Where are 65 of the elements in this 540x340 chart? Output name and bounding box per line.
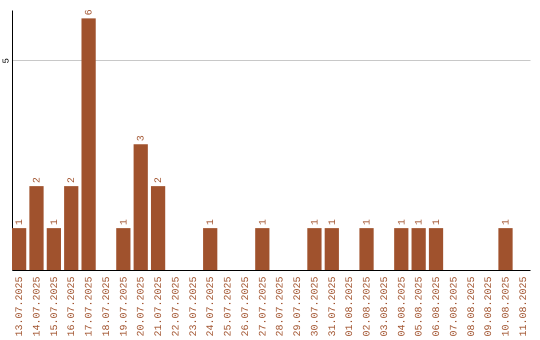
- bar: [12, 228, 26, 270]
- x-tick-label: 08.08.2025: [466, 276, 478, 337]
- data-label: 2: [67, 177, 78, 184]
- bar: [116, 228, 130, 270]
- x-tick-label: 28.07.2025: [276, 276, 287, 337]
- x-tick-label: 15.07.2025: [50, 276, 61, 337]
- data-label: 2: [154, 177, 166, 184]
- bar: [81, 18, 96, 270]
- bar: [255, 228, 270, 270]
- bar: [412, 228, 426, 270]
- x-tick-label: 26.07.2025: [240, 276, 252, 337]
- x-tick-label: 17.07.2025: [84, 276, 96, 337]
- x-tick-label: 16.07.2025: [67, 276, 78, 337]
- x-tick-label: 02.08.2025: [362, 276, 374, 337]
- data-label: 1: [15, 219, 26, 226]
- data-label: 1: [432, 219, 444, 226]
- x-tick-label: 21.07.2025: [154, 276, 166, 337]
- x-tick-label: 20.07.2025: [136, 276, 148, 337]
- x-tick-label: 11.08.2025: [518, 276, 530, 337]
- bar: [134, 144, 148, 270]
- x-tick-label: 01.08.2025: [345, 276, 356, 337]
- x-tick-label: 05.08.2025: [414, 276, 426, 337]
- bar: [394, 228, 408, 270]
- y-tick-label: 5: [2, 58, 12, 64]
- x-tick-label: 04.08.2025: [397, 276, 408, 337]
- bar: [359, 228, 374, 270]
- bar: [324, 228, 339, 270]
- data-label: 1: [328, 219, 339, 226]
- x-tick-label: 09.08.2025: [484, 276, 496, 337]
- x-tick-label: 14.07.2025: [32, 276, 44, 337]
- x-tick-label: 30.07.2025: [310, 276, 322, 337]
- x-tick-label: 07.08.2025: [449, 276, 460, 337]
- x-tick-label: 31.07.2025: [328, 276, 339, 337]
- data-label: 1: [310, 219, 322, 226]
- data-label: 2: [32, 177, 44, 184]
- x-tick-label: 25.07.2025: [224, 276, 235, 337]
- x-tick-label: 29.07.2025: [293, 276, 304, 337]
- bar: [428, 228, 444, 270]
- bar: [46, 228, 61, 270]
- x-tick-label: 10.08.2025: [502, 276, 513, 337]
- data-label: 1: [50, 219, 61, 226]
- x-tick-label: 06.08.2025: [432, 276, 444, 337]
- x-tick-label: 23.07.2025: [188, 276, 200, 337]
- bar: [498, 228, 513, 270]
- bar: [64, 186, 78, 270]
- data-label: 1: [258, 219, 270, 226]
- x-tick-label: 27.07.2025: [258, 276, 270, 337]
- data-label: 3: [136, 135, 148, 142]
- data-label: 1: [119, 219, 130, 226]
- data-label: 1: [397, 219, 408, 226]
- data-label: 1: [362, 219, 374, 226]
- data-label: 6: [84, 9, 96, 16]
- x-tick-label: 18.07.2025: [102, 276, 113, 337]
- bar: [29, 186, 44, 270]
- x-tick-label: 19.07.2025: [119, 276, 130, 337]
- bar: [307, 228, 322, 270]
- bar: [203, 228, 218, 270]
- data-label: 1: [206, 219, 218, 226]
- data-label: 1: [502, 219, 513, 226]
- x-tick-label: 24.07.2025: [206, 276, 218, 337]
- bar: [150, 186, 166, 270]
- x-tick-label: 13.07.2025: [15, 276, 26, 337]
- x-tick-label: 03.08.2025: [380, 276, 391, 337]
- x-tick-label: 22.07.2025: [171, 276, 182, 337]
- data-label: 1: [414, 219, 426, 226]
